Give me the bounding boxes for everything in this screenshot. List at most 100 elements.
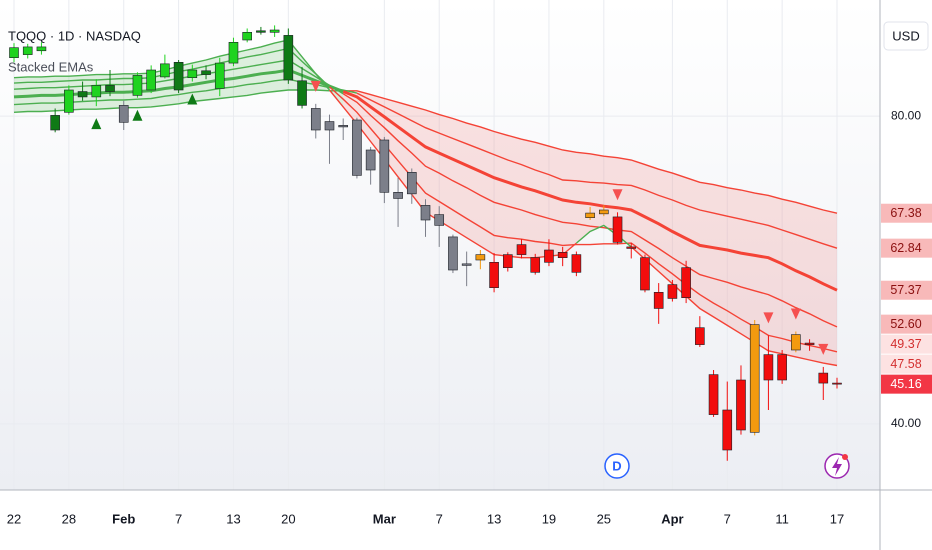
price-label: 47.58 (890, 357, 921, 371)
candle-body (77, 91, 88, 98)
x-tick-label: Feb (112, 511, 135, 526)
x-tick-label: 13 (487, 511, 501, 526)
candle-body (489, 262, 499, 288)
candle-body (214, 62, 225, 89)
candle-body (708, 374, 719, 415)
signal-down (790, 308, 801, 320)
plot-area (9, 25, 842, 461)
price-label-box (881, 203, 932, 223)
candle-body (160, 63, 170, 78)
candle-body (36, 46, 47, 52)
price-label-box (881, 238, 932, 258)
indicator-name: Stacked EMAs (8, 59, 94, 74)
currency-button[interactable] (883, 21, 929, 51)
signal-up (91, 118, 102, 130)
signal-up (132, 109, 143, 121)
candle-body (9, 47, 19, 58)
price-label-box (881, 334, 932, 354)
candle-body (777, 354, 787, 381)
price-label: 49.37 (890, 337, 921, 351)
earnings-icon (832, 457, 842, 476)
candle-body (406, 172, 417, 195)
candle-body (530, 257, 541, 273)
candle-body (187, 69, 198, 78)
x-tick-label: 7 (175, 511, 182, 526)
candle-body (599, 209, 609, 215)
candle-body (269, 29, 280, 33)
candle-body (667, 284, 678, 299)
candle-body (448, 236, 458, 271)
candle-body (352, 119, 362, 176)
price-label: 52.60 (890, 317, 921, 331)
x-tick-label: 7 (436, 511, 443, 526)
candle-body (557, 252, 568, 258)
candle-body (695, 327, 705, 345)
candle-body (228, 42, 239, 64)
candle-body (571, 254, 582, 273)
x-tick-label: 20 (281, 511, 295, 526)
price-label-box (881, 354, 932, 374)
x-tick-label: Mar (373, 511, 396, 526)
dividend-marker[interactable] (604, 453, 630, 479)
price-label: 62.84 (890, 241, 921, 255)
y-tick-label: 40.00 (891, 416, 921, 430)
ema-line (342, 93, 838, 328)
price-label-box (881, 314, 932, 334)
chart-title: TQQQ · 1D · NASDAQ (8, 28, 141, 43)
earnings-dot (842, 454, 848, 460)
candle-body (22, 46, 33, 55)
ema-band-fill (343, 90, 837, 366)
candle-body (256, 30, 266, 33)
candle-body (242, 32, 252, 41)
candle-body (475, 254, 486, 261)
signal-down (612, 189, 623, 201)
candle-body (393, 192, 403, 199)
candle-body (105, 85, 115, 92)
candle-body (749, 324, 760, 433)
price-axis-background (880, 0, 932, 550)
price-label-box (881, 280, 932, 300)
signal-down (763, 312, 774, 324)
dividend-label: D (612, 458, 621, 473)
candle-body (461, 263, 472, 266)
candle-body (434, 214, 445, 226)
candle-body (118, 105, 129, 123)
candle-body (818, 372, 829, 384)
x-tick-label: 11 (775, 511, 789, 526)
candle-body (132, 75, 143, 96)
candle-body (146, 69, 156, 91)
ema-line (13, 39, 331, 91)
candle-body (736, 379, 746, 431)
x-tick-label: 7 (724, 511, 731, 526)
candle-body (420, 205, 431, 221)
candle-body (379, 139, 390, 193)
ema-line (342, 90, 838, 292)
price-label-box (881, 374, 932, 394)
x-tick-label: 19 (542, 511, 556, 526)
candle-body (201, 70, 211, 75)
candle-body (173, 62, 184, 91)
candle-body (585, 212, 595, 218)
x-tick-label: 17 (830, 511, 844, 526)
candle-body (502, 254, 513, 268)
candle-body (338, 125, 349, 128)
candle-body (612, 216, 623, 243)
candle-body (681, 267, 691, 298)
signal-down (310, 80, 321, 92)
ema-line (13, 47, 330, 88)
ema-line (356, 92, 838, 249)
price-label: 57.37 (890, 283, 921, 297)
x-tick-label: Apr (661, 511, 683, 526)
candle-body (626, 246, 637, 249)
candle-body (516, 244, 527, 255)
candle-body (50, 115, 60, 131)
candle-body (297, 80, 307, 106)
candle-body (544, 249, 554, 263)
candle-body (722, 409, 733, 451)
candle-body (640, 257, 650, 291)
candle-body (283, 35, 294, 81)
x-tick-label: 13 (226, 511, 240, 526)
candle-body (324, 121, 335, 131)
